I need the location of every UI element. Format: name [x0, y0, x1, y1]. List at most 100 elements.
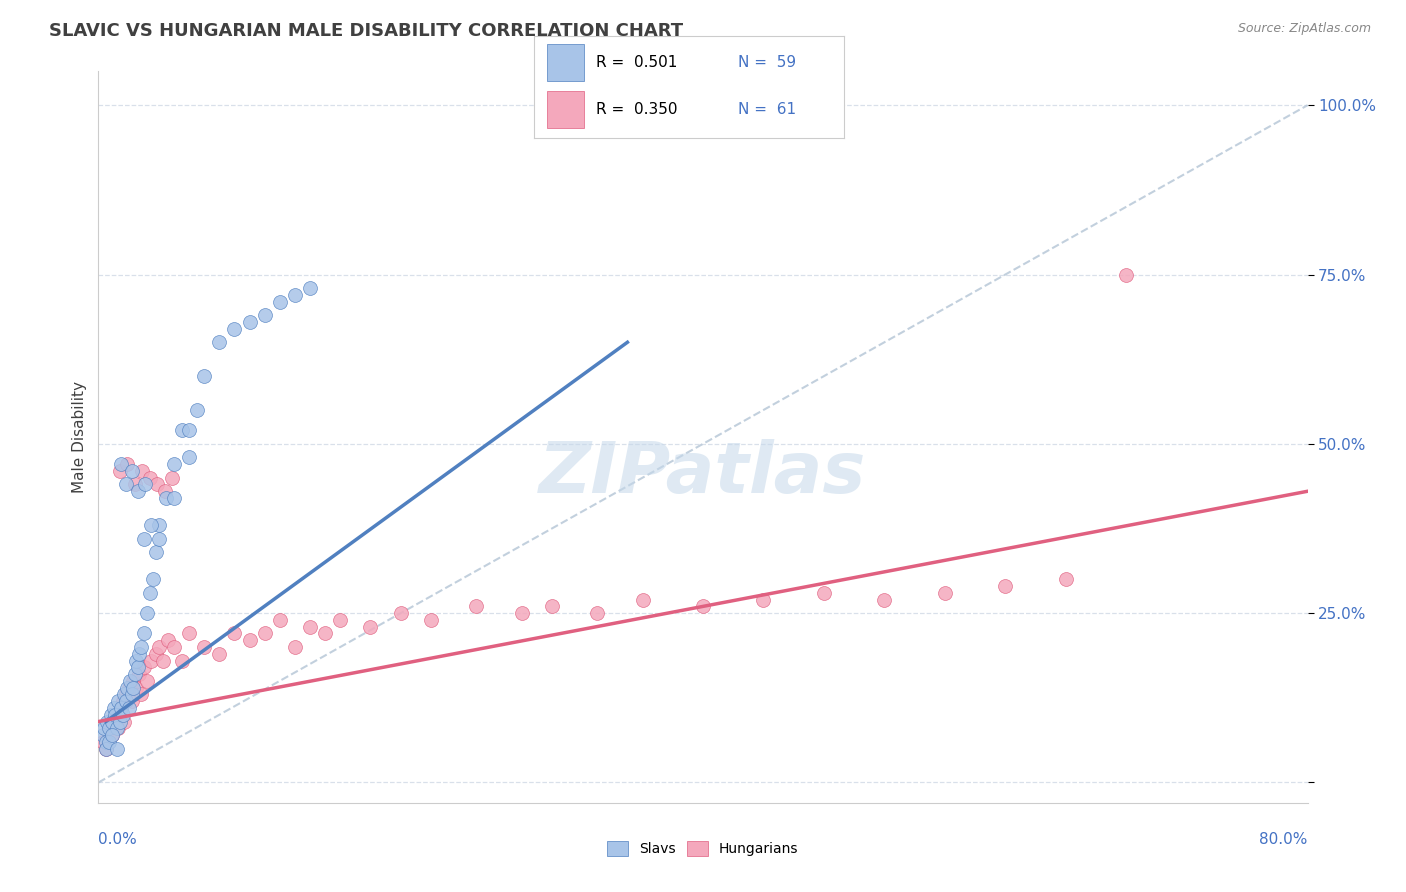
Point: [91, 728, 114, 742]
Point: [118, 681, 141, 695]
Point: [163, 640, 186, 654]
Point: [752, 592, 775, 607]
Point: [94, 735, 117, 749]
Text: Source: ZipAtlas.com: Source: ZipAtlas.com: [1237, 22, 1371, 36]
Point: [127, 660, 149, 674]
Point: [101, 728, 124, 742]
Point: [128, 647, 150, 661]
Point: [148, 640, 170, 654]
Point: [155, 491, 177, 505]
Point: [110, 701, 132, 715]
Point: [813, 586, 835, 600]
Point: [94, 741, 117, 756]
Point: [107, 694, 129, 708]
Point: [994, 579, 1017, 593]
Point: [124, 667, 146, 681]
Point: [284, 288, 307, 302]
Point: [121, 688, 143, 702]
Point: [148, 518, 170, 533]
Text: SLAVIC VS HUNGARIAN MALE DISABILITY CORRELATION CHART: SLAVIC VS HUNGARIAN MALE DISABILITY CORR…: [49, 22, 683, 40]
Text: N =  59: N = 59: [738, 54, 797, 70]
Point: [128, 667, 150, 681]
Point: [121, 694, 143, 708]
Point: [284, 640, 307, 654]
Point: [108, 464, 131, 478]
Point: [131, 464, 153, 478]
Point: [934, 586, 956, 600]
Point: [299, 281, 322, 295]
Point: [100, 707, 122, 722]
Point: [162, 471, 184, 485]
Text: R =  0.501: R = 0.501: [596, 54, 678, 70]
Point: [93, 721, 115, 735]
Point: [108, 714, 131, 729]
Point: [224, 322, 246, 336]
Point: [127, 484, 149, 499]
Point: [129, 688, 152, 702]
Point: [135, 673, 157, 688]
Point: [132, 660, 155, 674]
Point: [239, 633, 262, 648]
Point: [103, 714, 125, 729]
Point: [129, 640, 152, 654]
Point: [122, 681, 145, 695]
Point: [145, 647, 167, 661]
Point: [224, 626, 246, 640]
Point: [329, 613, 352, 627]
Point: [153, 484, 176, 499]
Point: [98, 735, 121, 749]
Point: [586, 606, 609, 620]
Point: [170, 654, 193, 668]
Point: [132, 626, 155, 640]
Y-axis label: Male Disability: Male Disability: [72, 381, 87, 493]
Point: [253, 626, 276, 640]
Point: [105, 707, 128, 722]
Point: [314, 626, 336, 640]
Point: [94, 741, 117, 756]
Point: [115, 457, 138, 471]
Point: [389, 606, 412, 620]
Point: [269, 294, 291, 309]
Text: R =  0.350: R = 0.350: [596, 102, 678, 117]
Point: [105, 721, 128, 735]
Point: [1054, 572, 1077, 586]
Text: 0.0%: 0.0%: [98, 832, 138, 847]
Point: [115, 681, 138, 695]
Legend: Slavs, Hungarians: Slavs, Hungarians: [602, 836, 804, 862]
Point: [239, 315, 262, 329]
Point: [145, 545, 167, 559]
Point: [120, 673, 142, 688]
Point: [101, 728, 124, 742]
Point: [111, 694, 134, 708]
Point: [873, 592, 896, 607]
Point: [631, 592, 654, 607]
Point: [142, 572, 165, 586]
Point: [1115, 268, 1137, 282]
Point: [135, 606, 157, 620]
Point: [692, 599, 714, 614]
Point: [139, 471, 162, 485]
Point: [112, 714, 135, 729]
Point: [148, 532, 170, 546]
Point: [111, 707, 134, 722]
Point: [465, 599, 488, 614]
Point: [156, 633, 179, 648]
Bar: [547, 44, 583, 81]
Point: [121, 464, 143, 478]
Point: [132, 532, 155, 546]
Point: [103, 701, 125, 715]
Point: [540, 599, 562, 614]
Point: [360, 620, 382, 634]
Point: [124, 477, 146, 491]
Point: [125, 654, 148, 668]
Point: [91, 735, 114, 749]
Point: [208, 335, 231, 350]
Point: [114, 694, 136, 708]
Point: [152, 654, 174, 668]
Point: [96, 714, 118, 729]
Point: [139, 586, 162, 600]
Text: ZIPatlas: ZIPatlas: [540, 439, 866, 508]
Point: [179, 450, 201, 465]
Point: [420, 613, 443, 627]
Bar: [547, 91, 583, 128]
